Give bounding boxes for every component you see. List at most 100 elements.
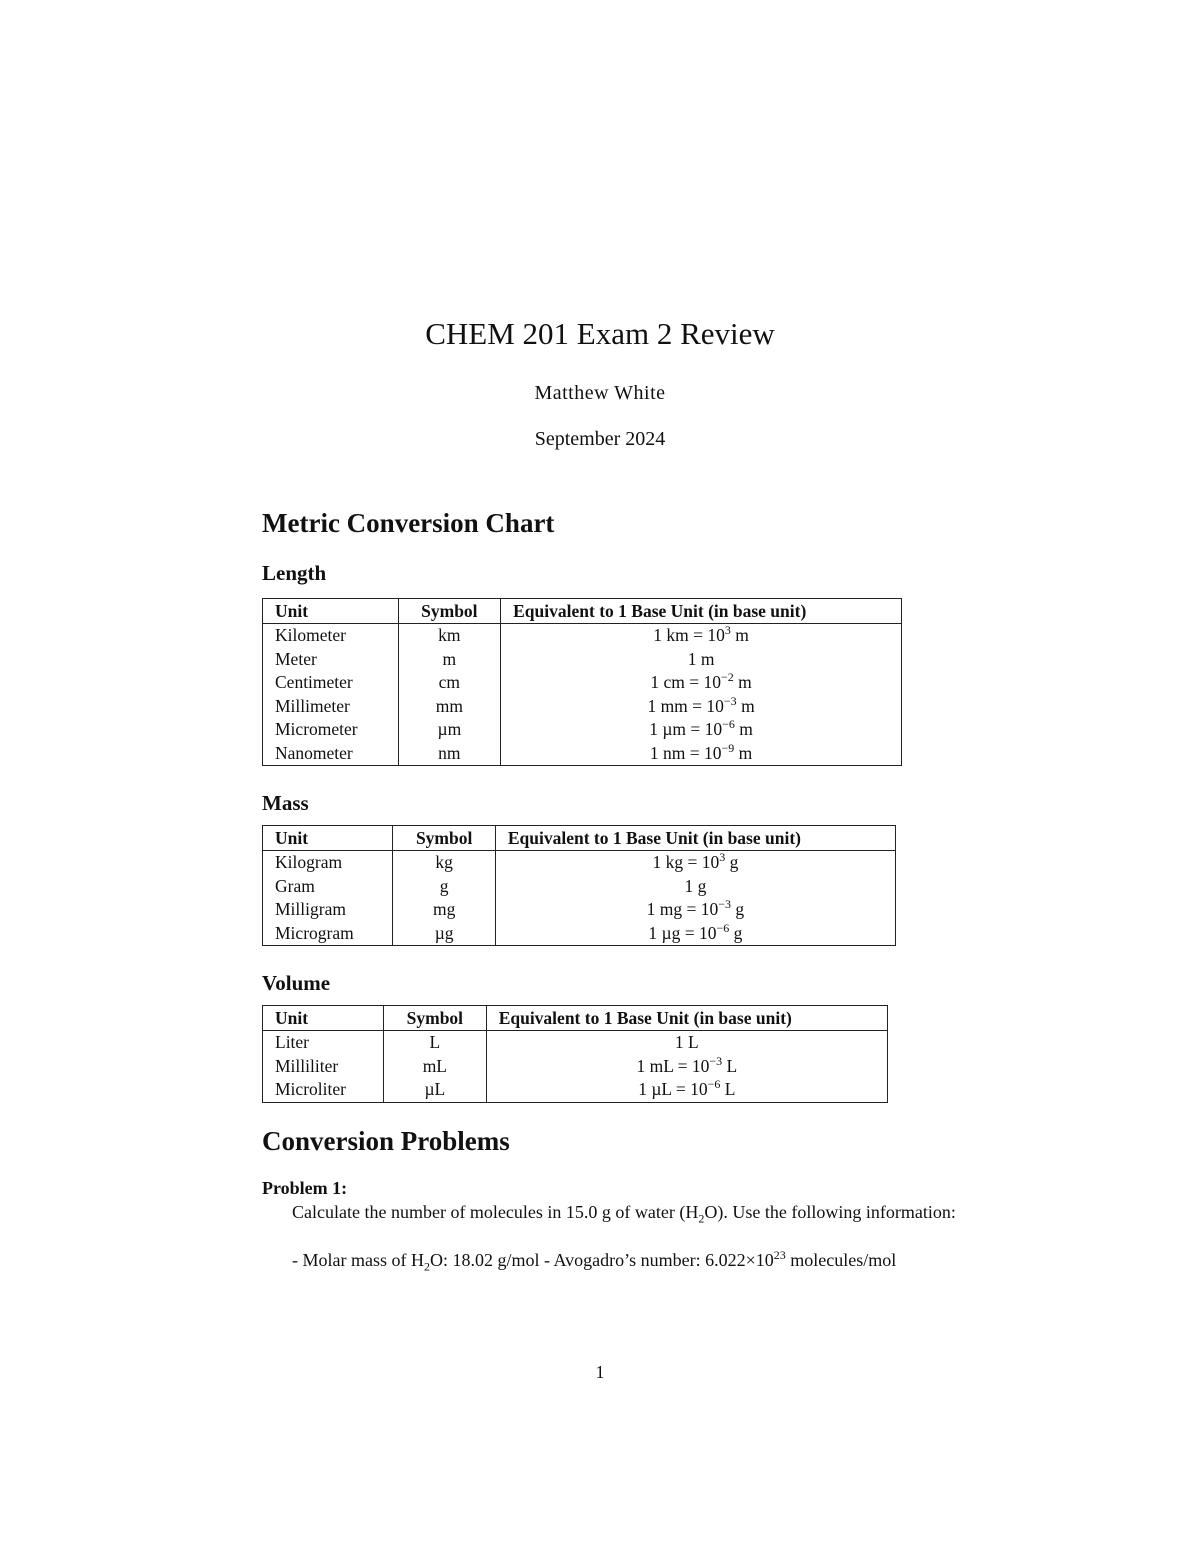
problem-1-label: Problem 1:	[262, 1178, 348, 1198]
equivalent-unit: L	[720, 1079, 736, 1099]
exponent: −3	[723, 693, 737, 708]
equivalent-cell: 1 µL = 10−6 L	[485, 1077, 888, 1102]
equivalent-unit: m	[734, 719, 753, 739]
equivalent-cell: 1 L	[485, 1030, 888, 1055]
table-row: Milligram mg 1 mg = 10−3 g	[263, 898, 896, 922]
equivalent-text: 1 nm = 10	[649, 742, 722, 763]
equivalent-cell: 1 nm = 10−9 m	[500, 740, 902, 766]
equivalent-cell: 1 mm = 10−3 m	[500, 693, 902, 718]
page-number: 1	[595, 1362, 605, 1382]
unit-cell: Nanometer	[275, 742, 353, 763]
equivalent-text: 1 mm = 10	[647, 695, 724, 716]
symbol-cell: mm	[397, 694, 501, 718]
equivalent-cell: 1 kg = 103 g	[494, 850, 896, 875]
equivalent-text: 1 cm = 10	[650, 672, 721, 692]
volume-table: Unit Symbol Equivalent to 1 Base Unit (in …	[262, 1005, 888, 1103]
document-title: CHEM 201 Exam 2 Review	[425, 316, 775, 351]
info-text-part: molecules/mol	[785, 1250, 897, 1270]
column-header: Symbol	[397, 598, 501, 624]
unit-cell: Gram	[275, 875, 315, 896]
equivalent-unit: m	[734, 742, 753, 763]
unit-cell: Kilogram	[275, 852, 343, 872]
symbol-cell: µL	[383, 1078, 487, 1102]
exponent: 3	[724, 623, 731, 638]
column-header: Symbol	[392, 825, 496, 851]
subheading-mass: Mass	[262, 791, 309, 815]
column-header: Unit	[262, 825, 393, 851]
equivalent-unit: m	[736, 695, 755, 716]
symbol-cell: g	[392, 874, 496, 898]
symbol-cell: µg	[392, 921, 496, 946]
unit-cell: Microliter	[275, 1079, 346, 1099]
subscript: 2	[698, 1211, 705, 1226]
table-row: Kilogram kg 1 kg = 103 g	[263, 850, 896, 875]
exponent: −9	[721, 740, 735, 755]
length-table: Unit Symbol Equivalent to 1 Base Unit (in …	[262, 598, 902, 766]
exponent: −6	[707, 1077, 721, 1092]
unit-cell: Micrometer	[275, 719, 358, 739]
column-header: Equivalent to 1 Base Unit (in base unit)	[494, 825, 896, 851]
equivalent-cell: 1 m	[500, 647, 902, 671]
table-row: Kilometer km 1 km = 103 m	[263, 623, 902, 648]
equivalent-unit: m	[733, 672, 752, 692]
equivalent-cell: 1 g	[494, 874, 896, 898]
unit-cell: Microgram	[275, 922, 354, 943]
column-header: Equivalent to 1 Base Unit (in base unit)	[485, 1005, 888, 1031]
equivalent-text: 1 µg = 10	[648, 922, 717, 943]
exponent: −6	[716, 920, 730, 935]
equivalent-text: 1 kg = 10	[652, 852, 720, 872]
table-row: Meter m 1 m	[263, 647, 902, 671]
symbol-cell: nm	[397, 741, 501, 766]
equivalent-text: 1 km = 10	[653, 625, 725, 645]
symbol-cell: km	[397, 623, 501, 648]
equivalent-unit: g	[731, 899, 745, 919]
exponent: −3	[718, 897, 732, 912]
symbol-cell: mL	[383, 1054, 487, 1078]
symbol-cell: mg	[392, 898, 496, 922]
subheading-volume: Volume	[262, 971, 331, 995]
table-row: Microgram µg 1 µg = 10−6 g	[263, 920, 896, 946]
symbol-cell: cm	[397, 671, 501, 695]
unit-cell: Centimeter	[275, 672, 353, 692]
unit-cell: Kilometer	[275, 625, 346, 645]
table-header-row: Unit Symbol Equivalent to 1 Base Unit (in …	[262, 598, 902, 624]
equivalent-text: 1 mL = 10	[636, 1055, 710, 1076]
equivalent-text: 1 mg = 10	[646, 899, 719, 919]
equivalent-cell: 1 cm = 10−2 m	[500, 670, 902, 695]
table-row: Liter L 1 L	[263, 1030, 888, 1055]
unit-cell: Milligram	[275, 899, 346, 919]
equivalent-text: 1 m	[687, 648, 715, 669]
section-heading-conversion-problems: Conversion Problems	[262, 1126, 510, 1156]
table-row: Centimeter cm 1 cm = 10−2 m	[263, 671, 902, 695]
equivalent-unit: g	[725, 852, 739, 872]
equivalent-text: 1 g	[684, 875, 707, 896]
equivalent-text: 1 L	[674, 1032, 699, 1052]
equivalent-unit: m	[730, 625, 749, 645]
info-text-part: O: 18.02 g/mol - Avogadro’s number: 6.02…	[429, 1250, 774, 1270]
table-header-row: Unit Symbol Equivalent to 1 Base Unit (in …	[262, 1005, 888, 1031]
symbol-cell: m	[397, 647, 501, 671]
equivalent-text: 1 µm = 10	[649, 719, 723, 739]
info-text-part: - Molar mass of H	[292, 1250, 424, 1270]
column-header: Unit	[262, 598, 399, 624]
superscript: 23	[773, 1248, 786, 1262]
mass-table: Unit Symbol Equivalent to 1 Base Unit (in …	[262, 825, 896, 946]
table-row: Gram g 1 g	[263, 874, 896, 898]
table-row: Millimeter mm 1 mm = 10−3 m	[263, 693, 902, 718]
problem-1-text: Calculate the number of molecules in 15.…	[262, 1200, 962, 1226]
exponent: −2	[720, 670, 734, 685]
date: September 2024	[534, 428, 666, 450]
unit-cell: Millimeter	[275, 695, 350, 716]
column-header: Symbol	[383, 1005, 487, 1031]
symbol-cell: L	[383, 1030, 487, 1055]
unit-cell: Milliliter	[275, 1055, 339, 1076]
exponent: −3	[709, 1053, 723, 1068]
problem-text-part: Calculate the number of molecules in 15.…	[292, 1202, 699, 1222]
author: Matthew White	[534, 382, 666, 404]
equivalent-cell: 1 µm = 10−6 m	[500, 718, 902, 742]
unit-cell: Liter	[275, 1032, 310, 1052]
equivalent-unit: g	[729, 922, 743, 943]
column-header: Unit	[262, 1005, 384, 1031]
table-header-row: Unit Symbol Equivalent to 1 Base Unit (in …	[262, 825, 896, 851]
section-heading-metric-conversion: Metric Conversion Chart	[262, 508, 555, 538]
